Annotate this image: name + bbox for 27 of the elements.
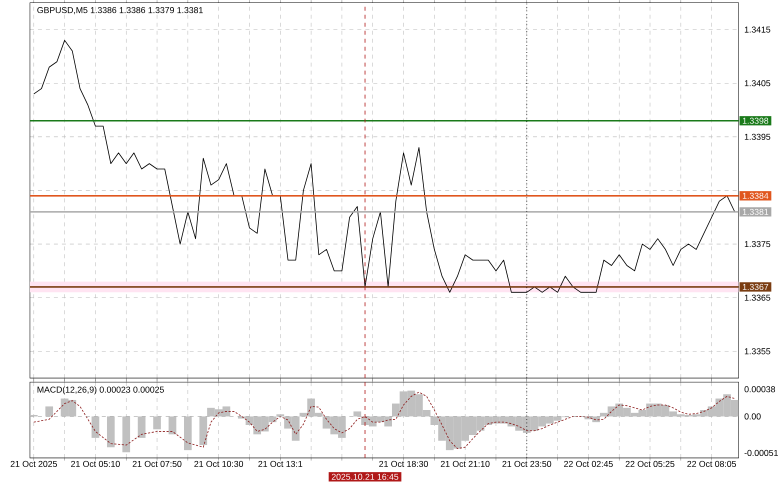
y-tick-label: 1.3405	[744, 80, 770, 86]
x-tick-label: 21 Oct 07:50	[132, 460, 182, 468]
x-tick-label: 22 Oct 02:45	[564, 460, 613, 468]
y-tick-label: 1.3365	[744, 294, 770, 301]
x-tick-label: 21 Oct 13:1	[258, 460, 302, 468]
y-tick-label: 1.3375	[744, 241, 770, 248]
y-tick-label: 0.00038	[744, 386, 776, 392]
y-tick-label: 0.00	[744, 413, 761, 420]
ref-line-label: 1.3367	[742, 284, 768, 290]
x-tick-label: 21 Oct 10:30	[194, 460, 244, 468]
x-tick-label: 21 Oct 23:50	[502, 460, 552, 468]
y-tick-label: -0.00051	[744, 450, 778, 456]
y-tick-label: 1.3415	[744, 26, 770, 33]
ref-line-label: 1.3398	[742, 118, 768, 124]
x-tick-label: 21 Oct 21:10	[440, 460, 490, 468]
chart-title: MACD(12,26,9) 0.00023 0.00025	[38, 386, 164, 394]
chart-title: GBPUSD,M5 1.3386 1.3386 1.3379 1.3381	[37, 7, 203, 14]
x-tick-label: 22 Oct 08:05	[687, 460, 736, 468]
y-tick-label: 1.3355	[744, 348, 770, 354]
x-tick-label: 21 Oct 05:10	[71, 460, 120, 468]
ref-line-label: 1.3381	[742, 208, 768, 216]
ref-line-label: 1.3384	[742, 192, 768, 199]
x-tick-label: 22 Oct 05:25	[626, 460, 674, 468]
x-tick-label: 21 Oct 18:30	[379, 460, 428, 468]
y-tick-label: 1.3395	[744, 134, 770, 140]
x-tick-label: 2025.10.21 16:45	[332, 474, 398, 480]
x-tick-label: 21 Oct 2025	[10, 460, 57, 468]
